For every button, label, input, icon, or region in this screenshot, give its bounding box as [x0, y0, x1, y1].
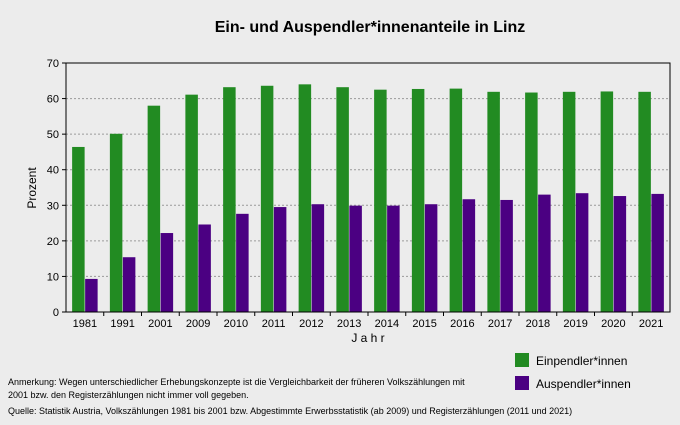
bar-einpendler-2019 [562, 91, 576, 312]
bar-einpendler-2010 [223, 87, 236, 312]
source-note: Quelle: Statistik Austria, Volkszählunge… [8, 406, 573, 416]
x-tick-label-2001: 2001 [148, 318, 172, 330]
x-tick-label-1991: 1991 [110, 318, 134, 330]
bar-auspendler-2001 [160, 233, 174, 312]
bars [72, 84, 664, 313]
axes: 0 10 20 30 40 50 60 70 1981 1991 2001 2009 2010 2011 2… [47, 58, 671, 330]
bar-auspendler-2021 [651, 193, 664, 312]
x-tick-label-2016: 2016 [450, 318, 474, 330]
bar-auspendler-2012 [311, 204, 325, 312]
remark-note: Anmerkung: Wegen unterschiedlicher Erheb… [8, 377, 465, 400]
bar-auspendler-2018 [538, 194, 551, 312]
bar-auspendler-2011 [273, 207, 287, 312]
x-tick-label-2010: 2010 [224, 318, 248, 330]
bar-einpendler-2020 [600, 91, 614, 312]
x-tick-label-2019: 2019 [563, 318, 587, 330]
y-tick-label-0: 0 [53, 307, 59, 319]
bar-einpendler-2001 [147, 105, 161, 312]
bar-auspendler-1991 [122, 257, 136, 312]
bar-einpendler-2014 [374, 89, 387, 312]
legend-swatch-auspendler [515, 376, 529, 390]
x-tick-label-2011: 2011 [262, 318, 286, 330]
x-tick-label-2012: 2012 [299, 318, 323, 330]
bar-einpendler-2018 [525, 92, 538, 312]
x-tick-label-2013: 2013 [337, 318, 361, 330]
bar-auspendler-2017 [500, 199, 513, 312]
bar-einpendler-2021 [638, 91, 651, 312]
chart-title: Ein- und Auspendler*innenanteile in Linz [215, 19, 526, 36]
y-tick-label-20: 20 [47, 236, 59, 248]
y-axis-label: Prozent [25, 167, 39, 209]
x-tick-label-2014: 2014 [375, 318, 399, 330]
bar-einpendler-2017 [487, 91, 500, 312]
bar-auspendler-2020 [613, 196, 627, 312]
y-tick-label-60: 60 [47, 94, 59, 106]
bar-einpendler-2009 [185, 94, 198, 312]
y-tick-label-30: 30 [47, 200, 59, 212]
x-tick-label-1981: 1981 [73, 318, 97, 330]
y-tick-label-40: 40 [47, 165, 59, 177]
bar-auspendler-2014 [387, 205, 400, 312]
x-tick-label-2020: 2020 [601, 318, 625, 330]
y-tick-label-50: 50 [47, 129, 59, 141]
bar-auspendler-2015 [424, 204, 438, 312]
legend-label-auspendler: Auspendler*innen [536, 377, 631, 391]
bar-einpendler-2012 [298, 84, 312, 312]
bar-einpendler-2015 [411, 88, 425, 313]
x-tick-label-2021: 2021 [639, 318, 663, 330]
bar-einpendler-1991 [109, 133, 123, 312]
x-tick-label-2018: 2018 [526, 318, 550, 330]
bar-auspendler-2016 [462, 199, 476, 312]
legend: Einpendler*innen Auspendler*innen [515, 353, 631, 391]
bar-auspendler-1981 [85, 278, 98, 312]
y-tick-label-10: 10 [47, 271, 59, 283]
bar-einpendler-1981 [72, 146, 85, 312]
x-tick-label-2009: 2009 [186, 318, 210, 330]
x-tick-label-2017: 2017 [488, 318, 512, 330]
legend-swatch-einpendler [515, 353, 529, 367]
x-axis-label: J a h r [351, 331, 384, 345]
x-tick-label-2015: 2015 [412, 318, 436, 330]
bar-auspendler-2009 [198, 224, 211, 312]
bar-auspendler-2019 [575, 193, 589, 312]
bar-auspendler-2010 [236, 213, 249, 312]
bar-einpendler-2011 [260, 85, 274, 312]
bar-einpendler-2013 [336, 87, 349, 312]
bar-auspendler-2013 [349, 205, 362, 312]
legend-label-einpendler: Einpendler*innen [536, 354, 627, 368]
plot-frame [65, 62, 671, 313]
y-tick-label-70: 70 [47, 58, 59, 70]
bar-einpendler-2016 [449, 88, 463, 313]
